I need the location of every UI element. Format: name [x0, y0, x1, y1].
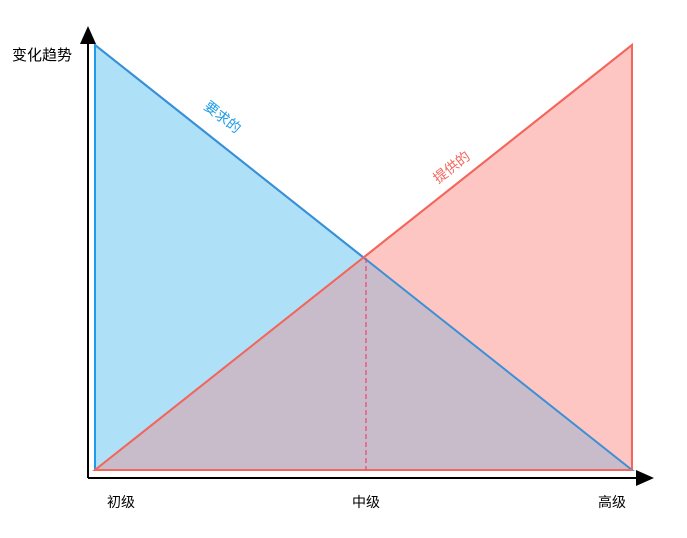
y-axis-label: 变化趋势: [12, 46, 72, 64]
supply-line: [94, 44, 633, 471]
x-tick-intermediate: 中级: [352, 495, 380, 511]
x-tick-advanced: 高级: [598, 494, 626, 511]
overlap-region: [95, 258, 632, 470]
x-tick-beginner: 初级: [107, 494, 135, 511]
demand-label: 要求的: [201, 99, 244, 137]
